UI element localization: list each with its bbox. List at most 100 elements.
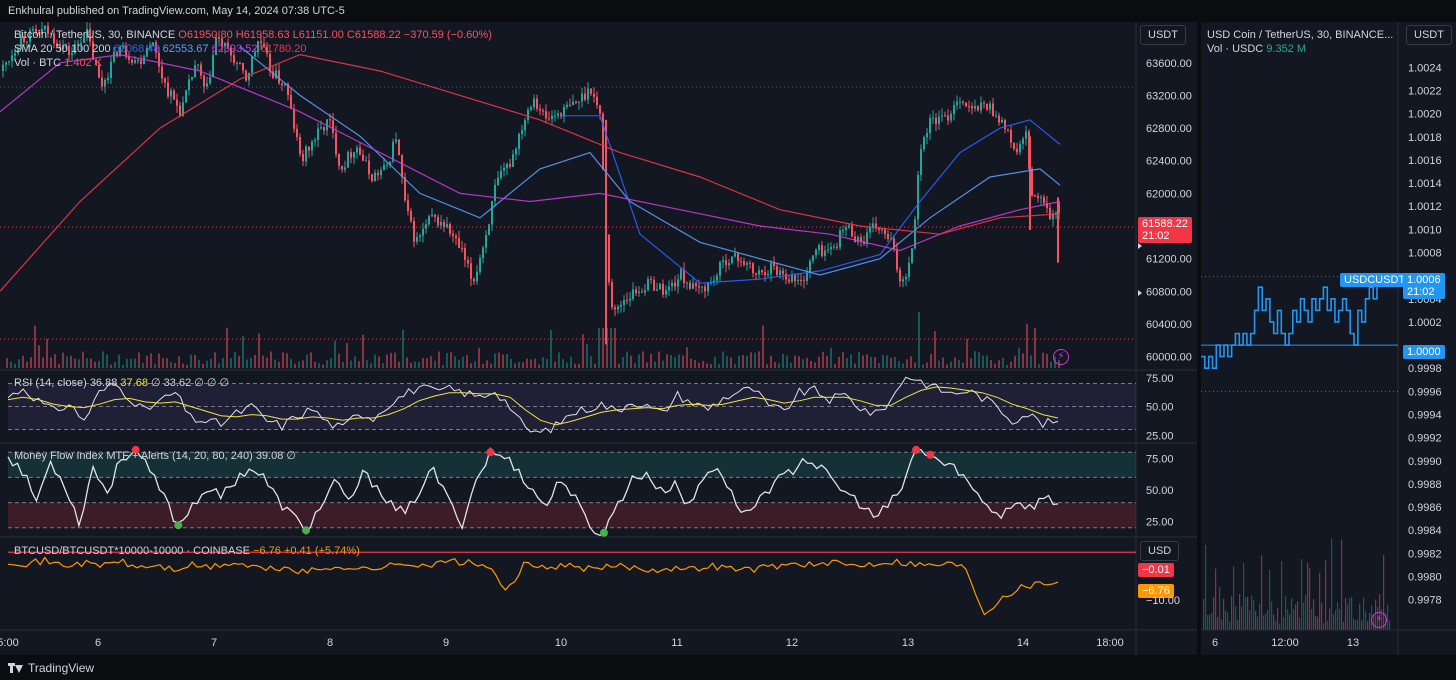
btc-chart-panel[interactable]: 63600.00 63200.00 62800.00 62400.00 62000.00… xyxy=(0,22,1197,655)
candle-body xyxy=(809,260,811,273)
candle-body xyxy=(896,249,898,270)
candle-body xyxy=(821,245,823,257)
spread-label[interactable]: BTCUSD/BTCUSDT*10000-10000 · COINBASE xyxy=(14,545,250,557)
usdc-symbol-label[interactable]: USD Coin / TetherUS, 30, BINANCE... xyxy=(1207,29,1394,41)
lightning-icon[interactable]: ⚡ xyxy=(1053,349,1069,365)
usdc-volume-bar xyxy=(1303,602,1305,630)
btc-chart-canvas[interactable]: 63600.00 63200.00 62800.00 62400.00 62000.00… xyxy=(0,22,1197,655)
volume-bar xyxy=(602,328,604,368)
usdc-volume-bar xyxy=(1341,539,1343,630)
usdc-volume-bar xyxy=(1221,619,1223,630)
volume-bar xyxy=(318,363,320,368)
usdc-volume-bar xyxy=(1321,602,1323,630)
volume-bar xyxy=(958,359,960,368)
volume-bar xyxy=(750,352,752,368)
vol-label[interactable]: Vol · BTC xyxy=(14,57,62,69)
usdc-tick-label: 1.0018 xyxy=(1408,132,1442,144)
usdc-volume-bar xyxy=(1243,563,1245,630)
price-tick-label: 63200.00 xyxy=(1146,90,1192,102)
candle-body xyxy=(452,233,454,236)
volume-bar xyxy=(170,361,172,368)
candle-body xyxy=(314,140,316,142)
candle-body xyxy=(389,161,391,165)
volume-bar xyxy=(710,364,712,368)
candle-body xyxy=(104,79,106,87)
volume-bar xyxy=(518,361,520,368)
usdc-volume-bar xyxy=(1271,601,1273,630)
candle-body xyxy=(1025,131,1027,139)
volume-bar xyxy=(502,354,504,368)
sma-label[interactable]: SMA 20 50 100 200 xyxy=(14,43,111,55)
rsi-tick-label: 50.00 xyxy=(1146,402,1174,414)
rsi-ma-line xyxy=(7,386,1059,426)
volume-bar xyxy=(930,353,932,368)
spread-line-tag: −0.01 xyxy=(1138,563,1174,577)
usdc-volume-bar xyxy=(1327,620,1329,630)
volume-bar xyxy=(546,358,548,368)
candle-body xyxy=(20,36,22,49)
volume-bar xyxy=(302,360,304,368)
volume-bar xyxy=(698,362,700,368)
candle-body xyxy=(236,62,238,64)
candle-body xyxy=(554,115,556,117)
volume-bar xyxy=(86,358,88,368)
candle-body xyxy=(272,71,274,79)
volume-bar xyxy=(186,364,188,368)
volume-bar xyxy=(982,355,984,368)
volume-bar xyxy=(858,351,860,368)
price-tick-label: 60400.00 xyxy=(1146,319,1192,331)
usdc-chart-panel[interactable]: 1.0024 1.0022 1.0020 1.0018 1.0016 1.0014 1.00… xyxy=(1201,22,1456,655)
candle-body xyxy=(164,78,166,83)
candle-body xyxy=(935,117,937,125)
usdc-chart-canvas[interactable]: 1.0024 1.0022 1.0020 1.0018 1.0016 1.0014 1.00… xyxy=(1201,22,1456,655)
candle-body xyxy=(587,88,589,100)
candle-body xyxy=(815,249,817,256)
currency-selector[interactable]: USDT xyxy=(1140,25,1186,45)
candle-body xyxy=(986,103,988,110)
volume-bar xyxy=(558,352,560,368)
candle-body xyxy=(683,269,685,283)
volume-bar xyxy=(870,356,872,368)
volume-bar xyxy=(314,361,316,368)
candle-body xyxy=(824,250,826,257)
usdc-volume-bar xyxy=(1315,615,1317,630)
candle-body xyxy=(92,41,94,60)
volume-bar xyxy=(902,363,904,368)
volume-bar xyxy=(466,355,468,368)
rsi-sep2: ∅ ∅ ∅ xyxy=(194,377,230,389)
candle-body xyxy=(725,260,727,266)
price-tick-label: 60800.00 xyxy=(1146,286,1192,298)
volume-bar xyxy=(774,362,776,368)
candle-body xyxy=(767,273,769,276)
volume-bar xyxy=(642,351,644,368)
candle-body xyxy=(611,282,613,308)
usdc-lightning-icon[interactable]: ⚡ xyxy=(1371,612,1387,628)
spread-currency-selector[interactable]: USD xyxy=(1140,541,1180,561)
candle-body xyxy=(308,146,310,151)
candle-body xyxy=(143,56,145,65)
tradingview-logo-icon xyxy=(8,662,23,673)
last-price-tag: 61588.22 21:02 xyxy=(1138,217,1192,243)
candle-body xyxy=(761,270,763,273)
candle-body xyxy=(386,164,388,166)
usdc-volume-bar xyxy=(1239,594,1241,630)
mfi-oversold-band xyxy=(8,502,1136,528)
candle-body xyxy=(134,60,136,63)
volume-bar xyxy=(162,358,164,368)
mfi-label[interactable]: Money Flow Index MTF + Alerts (14, 20, 8… xyxy=(14,450,253,462)
volume-bar xyxy=(898,360,900,368)
candle-body xyxy=(950,113,952,121)
usdc-volume-bar xyxy=(1219,587,1221,630)
volume-bar xyxy=(690,358,692,368)
candle-body xyxy=(695,283,697,286)
rsi-label[interactable]: RSI (14, close) xyxy=(14,377,87,389)
footer-brand[interactable]: TradingView xyxy=(28,660,95,675)
usdc-currency-selector[interactable]: USDT xyxy=(1406,25,1452,45)
symbol-label[interactable]: Bitcoin / TetherUS, 30, BINANCE xyxy=(14,29,176,41)
usdc-vol-label[interactable]: Vol · USDC xyxy=(1207,43,1264,55)
volume-bar xyxy=(842,352,844,368)
volume-bar xyxy=(266,357,268,368)
candle-body xyxy=(482,247,484,259)
usdc-tick-label: 0.9992 xyxy=(1408,433,1442,445)
candle-body xyxy=(590,88,592,94)
